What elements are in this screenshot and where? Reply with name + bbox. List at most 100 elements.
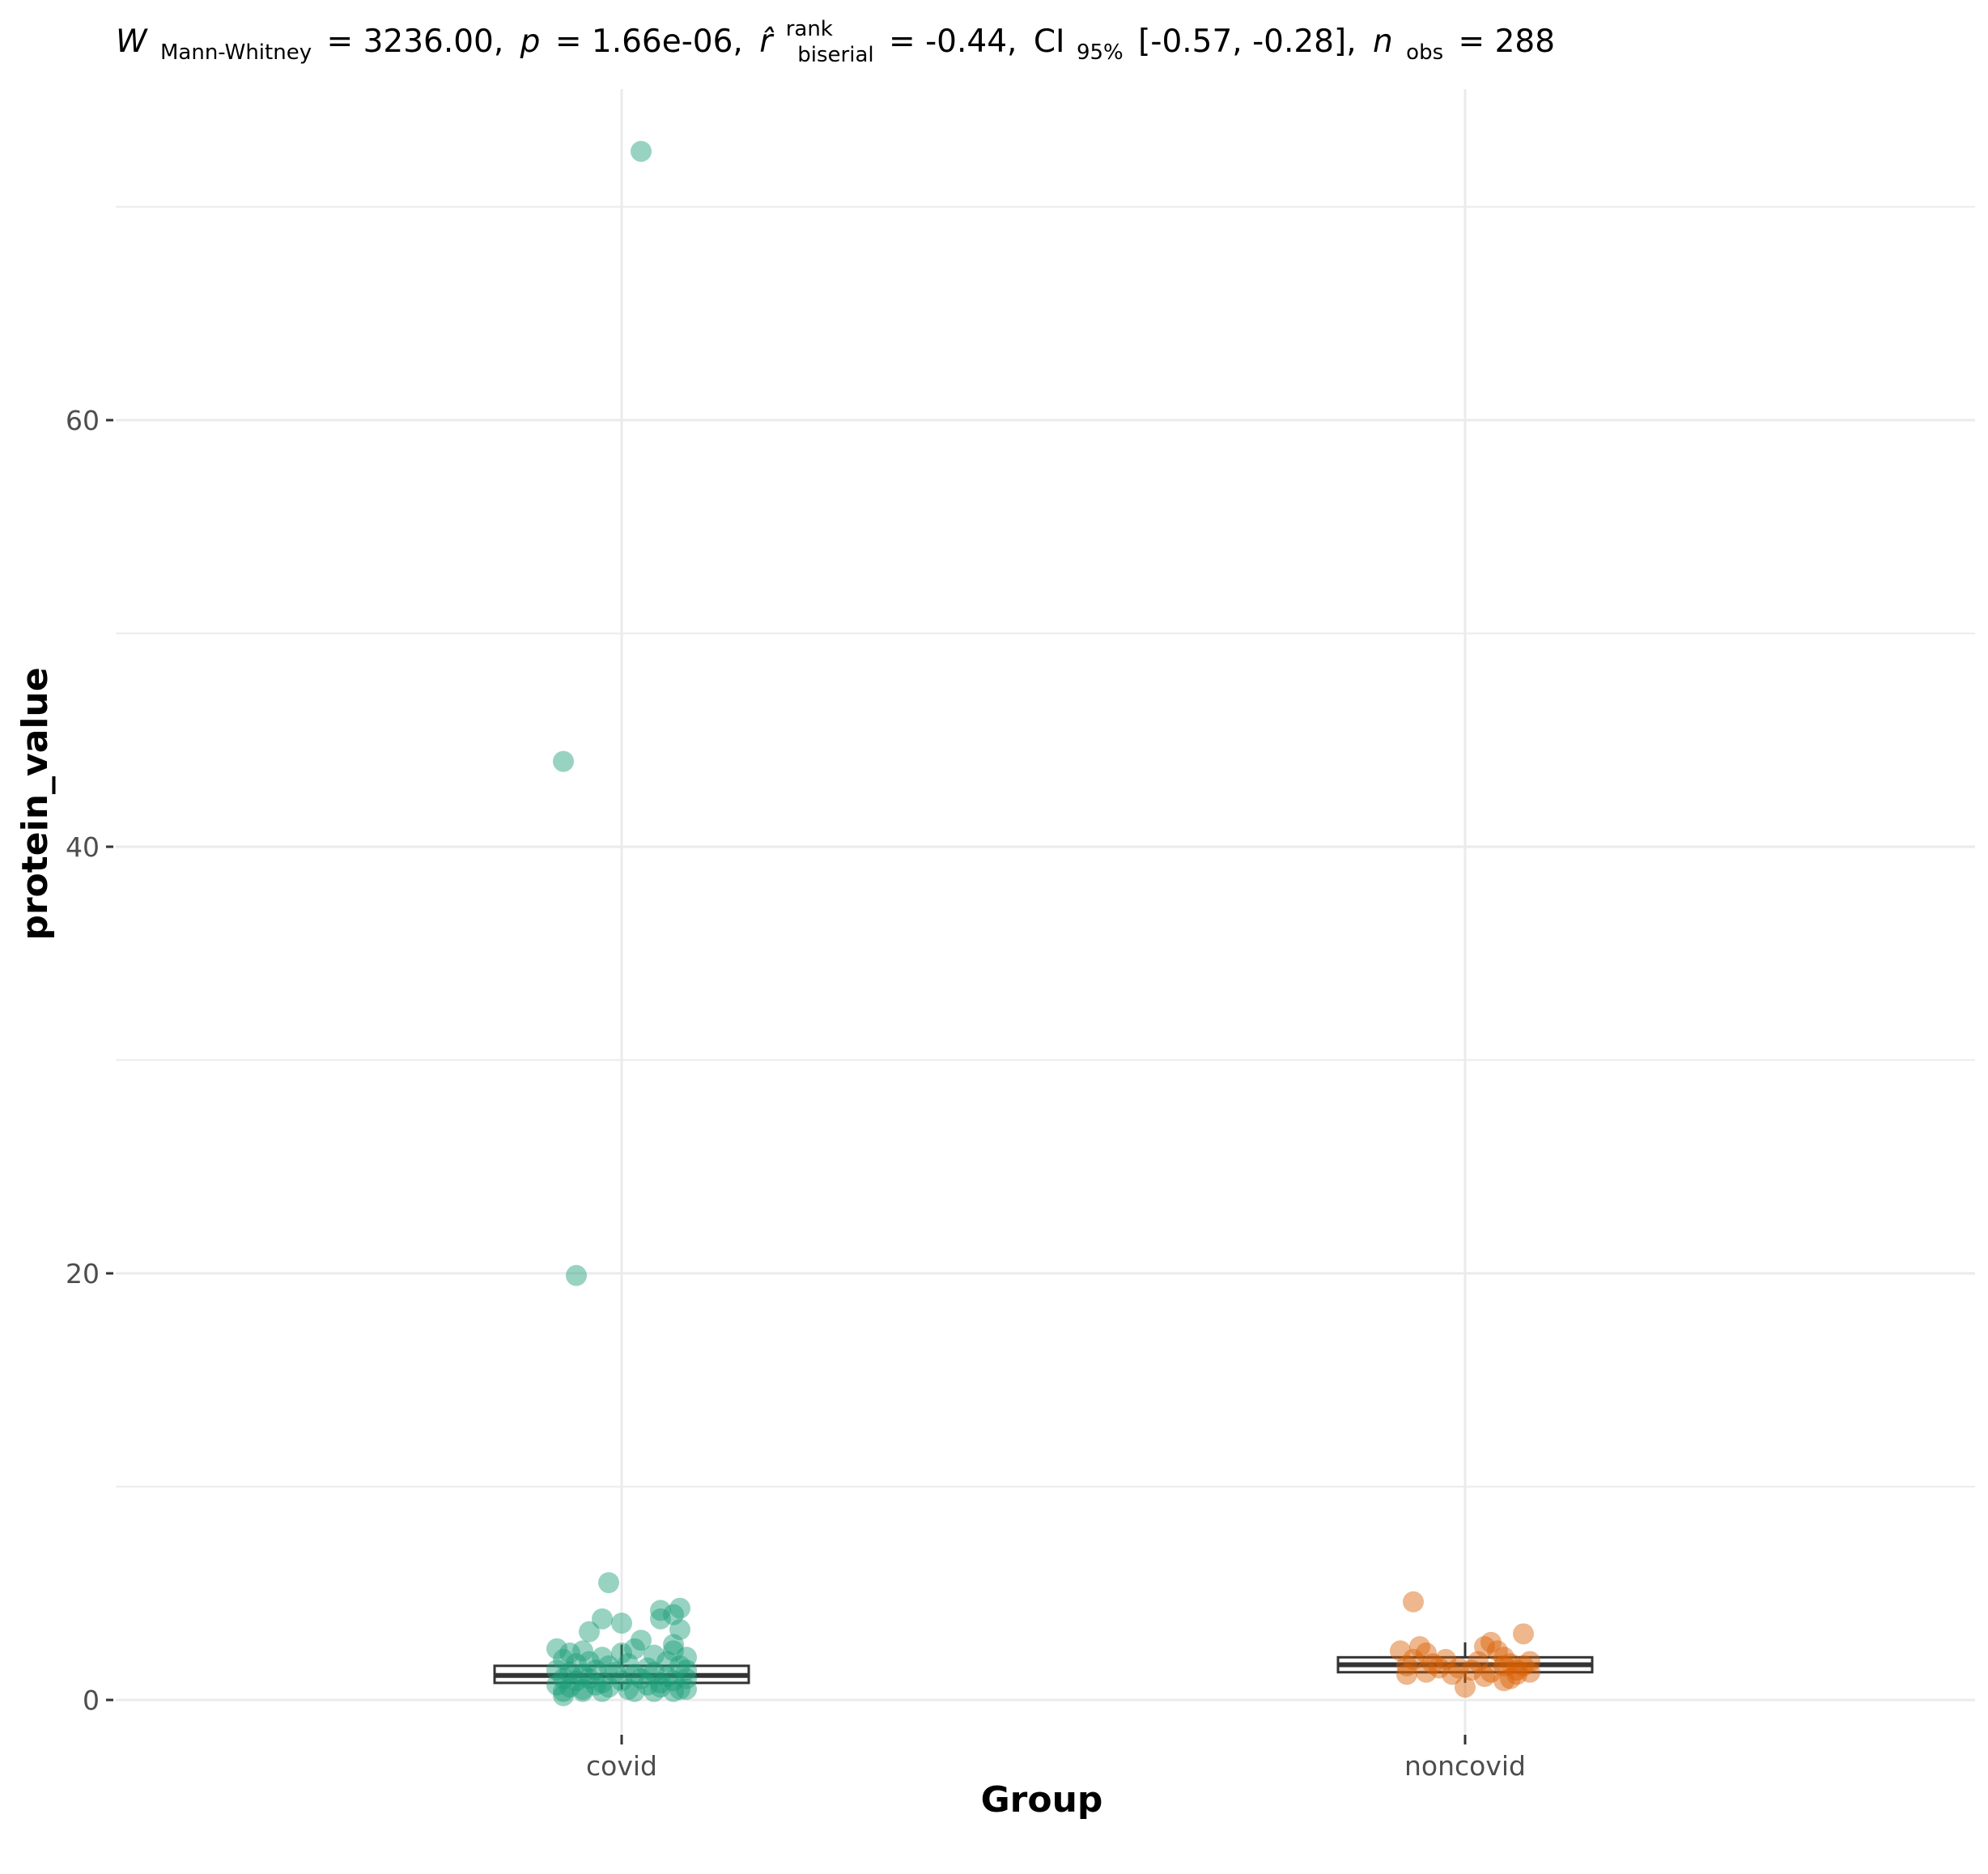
n-label: n (1373, 23, 1393, 60)
grid (116, 89, 1975, 1744)
data-points (546, 140, 1540, 1706)
data-point-noncovid (1468, 1651, 1489, 1672)
data-point-covid (644, 1681, 665, 1702)
data-point-covid (669, 1678, 690, 1700)
data-point-covid (618, 1678, 639, 1700)
data-point-noncovid (1403, 1648, 1424, 1670)
data-point-covid (650, 1608, 671, 1630)
chart-subtitle: W Mann-Whitney = 3236.00, p = 1.66e-06, … (116, 7, 1555, 70)
data-point-noncovid (1493, 1655, 1514, 1676)
data-point-covid (546, 1638, 567, 1659)
data-point-covid (579, 1621, 600, 1642)
data-point-covid (624, 1681, 645, 1702)
data-point-noncovid (1396, 1655, 1417, 1676)
data-point-noncovid (1474, 1636, 1495, 1658)
data-point-noncovid (1461, 1659, 1482, 1681)
r-sup: rank (786, 17, 833, 41)
data-point-noncovid (1396, 1664, 1417, 1685)
data-point-noncovid (1500, 1653, 1521, 1675)
data-point-noncovid (1448, 1657, 1469, 1679)
data-point-covid (624, 1664, 645, 1685)
data-point-covid (669, 1619, 690, 1641)
data-point-covid (631, 1630, 652, 1651)
data-point-noncovid (1519, 1651, 1540, 1672)
data-point-covid (631, 1668, 652, 1689)
data-point-covid (624, 1638, 645, 1659)
data-point-noncovid (1422, 1653, 1443, 1675)
data-point-covid (650, 1672, 671, 1693)
data-point-covid (553, 1685, 574, 1706)
data-point-covid (592, 1647, 613, 1668)
data-point-covid (592, 1681, 613, 1702)
data-point-covid (676, 1647, 697, 1668)
data-point-covid (611, 1613, 632, 1634)
data-point-covid (566, 1264, 587, 1286)
r-label: r̂ (759, 23, 775, 60)
data-point-covid (566, 1653, 587, 1675)
data-point-covid (611, 1670, 632, 1692)
data-point-covid (553, 1648, 574, 1670)
ci-label: CI (1034, 23, 1065, 60)
data-point-noncovid (1513, 1623, 1534, 1645)
data-point-noncovid (1519, 1661, 1540, 1683)
r-sub: biserial (797, 43, 873, 67)
data-point-covid (644, 1661, 665, 1683)
boxplots (493, 1642, 1594, 1689)
data-point-noncovid (1403, 1591, 1424, 1613)
data-point-noncovid (1500, 1668, 1521, 1689)
data-point-covid (676, 1678, 697, 1700)
data-point-covid (663, 1604, 684, 1625)
data-point-covid (592, 1608, 613, 1630)
data-point-covid (598, 1572, 619, 1594)
data-point-noncovid (1480, 1631, 1502, 1653)
data-point-noncovid (1513, 1655, 1534, 1676)
data-point-covid (572, 1681, 593, 1702)
n-value: = 288 (1459, 23, 1556, 60)
data-point-covid (637, 1674, 658, 1696)
data-point-covid (546, 1659, 567, 1681)
y-tick-label: 20 (66, 1258, 100, 1290)
data-point-noncovid (1480, 1661, 1502, 1683)
data-point-covid (663, 1640, 684, 1662)
data-point-covid (566, 1670, 587, 1692)
x-axis-title: Group (981, 1779, 1103, 1821)
data-point-noncovid (1506, 1664, 1527, 1685)
y-tick-label: 40 (66, 831, 100, 863)
y-tick-label: 0 (83, 1685, 100, 1716)
x-tick-label: noncovid (1404, 1750, 1526, 1782)
data-point-covid (579, 1651, 600, 1672)
data-point-covid (553, 1681, 574, 1702)
data-point-covid (637, 1657, 658, 1679)
data-point-noncovid (1506, 1659, 1527, 1681)
data-point-covid (676, 1668, 697, 1689)
w-sub: Mann-Whitney (160, 40, 312, 65)
data-point-covid (631, 140, 652, 162)
data-point-noncovid (1474, 1666, 1495, 1688)
data-point-noncovid (1487, 1640, 1508, 1662)
data-point-noncovid (1416, 1642, 1437, 1664)
data-point-covid (598, 1676, 619, 1698)
ci-value: [-0.57, -0.28], (1138, 23, 1356, 60)
data-point-noncovid (1493, 1647, 1514, 1668)
x-tick-label: covid (586, 1750, 657, 1782)
data-point-covid (618, 1653, 639, 1675)
data-point-covid (585, 1674, 606, 1696)
data-point-covid (663, 1634, 684, 1655)
data-point-noncovid (1442, 1664, 1463, 1685)
data-point-covid (676, 1659, 697, 1681)
data-point-noncovid (1409, 1636, 1430, 1658)
data-point-covid (559, 1661, 580, 1683)
r-value: = -0.44, (889, 23, 1017, 60)
data-point-covid (605, 1661, 626, 1683)
data-point-covid (572, 1678, 593, 1700)
data-point-noncovid (1493, 1670, 1514, 1692)
data-point-covid (611, 1642, 632, 1664)
data-point-covid (656, 1651, 678, 1672)
y-tick-label: 60 (66, 405, 100, 436)
data-point-noncovid (1455, 1676, 1476, 1698)
data-point-covid (553, 750, 574, 772)
data-point-covid (669, 1655, 690, 1676)
data-point-covid (572, 1664, 593, 1685)
